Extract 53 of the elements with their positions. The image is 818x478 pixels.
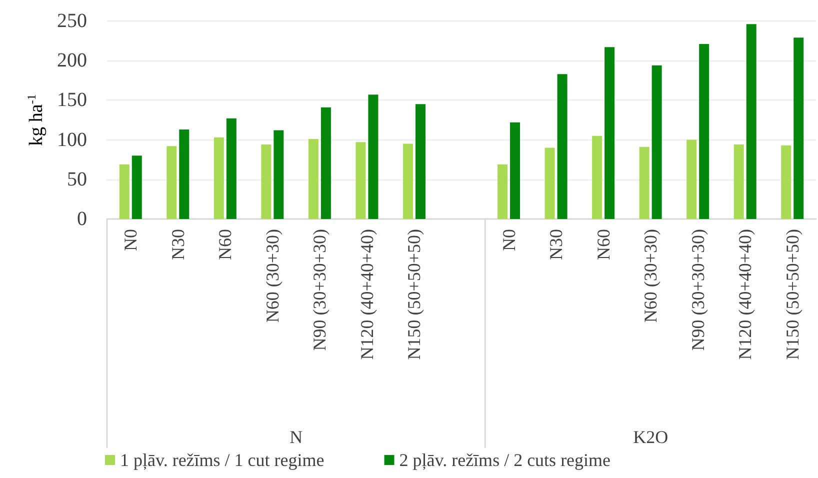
bar — [261, 144, 272, 219]
y-tick-label: 250 — [57, 10, 87, 32]
legend-label: 1 pļāv. režīms / 1 cut regime — [120, 450, 324, 470]
bar — [557, 74, 568, 219]
bar — [132, 156, 142, 219]
bar — [356, 142, 366, 219]
bar — [179, 130, 190, 219]
bar — [119, 164, 130, 219]
y-tick-label: 200 — [57, 50, 87, 72]
text: N — [290, 427, 303, 447]
bar — [498, 164, 508, 219]
bar — [746, 24, 756, 219]
x-tick-label: N120 (40+40+40) — [356, 229, 377, 360]
x-tick-label: N0 — [120, 229, 141, 251]
x-tick-label: N30 — [546, 229, 566, 260]
bar — [402, 144, 413, 219]
x-tick-label: N90 (30+30+30) — [310, 229, 330, 351]
legend-label: 2 pļāv. režīms / 2 cuts regime — [399, 450, 611, 470]
x-tick-label: N0 — [498, 229, 519, 251]
bar — [592, 136, 602, 219]
x-tick-label: N60 — [215, 229, 236, 260]
x-tick-label: N90 (30+30+30) — [688, 229, 708, 351]
text: K2O — [633, 427, 668, 447]
bar — [544, 148, 555, 219]
x-tick-label: N150 (50+50+50) — [782, 229, 802, 360]
bar — [308, 139, 318, 219]
y-tick-label: 0 — [77, 208, 87, 230]
bar — [781, 145, 792, 219]
x-tick-label: N30 — [168, 229, 188, 260]
bar — [794, 38, 804, 219]
bar — [274, 130, 284, 219]
x-tick-label: N60 — [593, 229, 614, 260]
bar — [699, 44, 710, 219]
x-tick-label: N120 (40+40+40) — [735, 229, 756, 360]
x-tick-label: N150 (50+50+50) — [404, 229, 424, 360]
y-tick-label: 150 — [57, 89, 87, 112]
bar — [320, 107, 331, 219]
bar — [639, 146, 650, 219]
bar — [415, 104, 426, 219]
y-tick-label: 100 — [57, 128, 87, 151]
bar — [166, 146, 177, 219]
bar — [510, 122, 520, 219]
x-tick-label: N60 (30+30) — [262, 228, 282, 323]
bar — [368, 94, 378, 219]
y-tick-label: 50 — [67, 168, 87, 190]
y-axis-title: kg ha-1 — [24, 94, 48, 146]
bar — [686, 140, 697, 219]
bar — [734, 144, 744, 219]
bar — [604, 47, 615, 219]
bar — [214, 137, 224, 219]
bar — [652, 65, 662, 219]
bar — [226, 118, 236, 219]
x-tick-label: N60 (30+30) — [640, 228, 661, 323]
